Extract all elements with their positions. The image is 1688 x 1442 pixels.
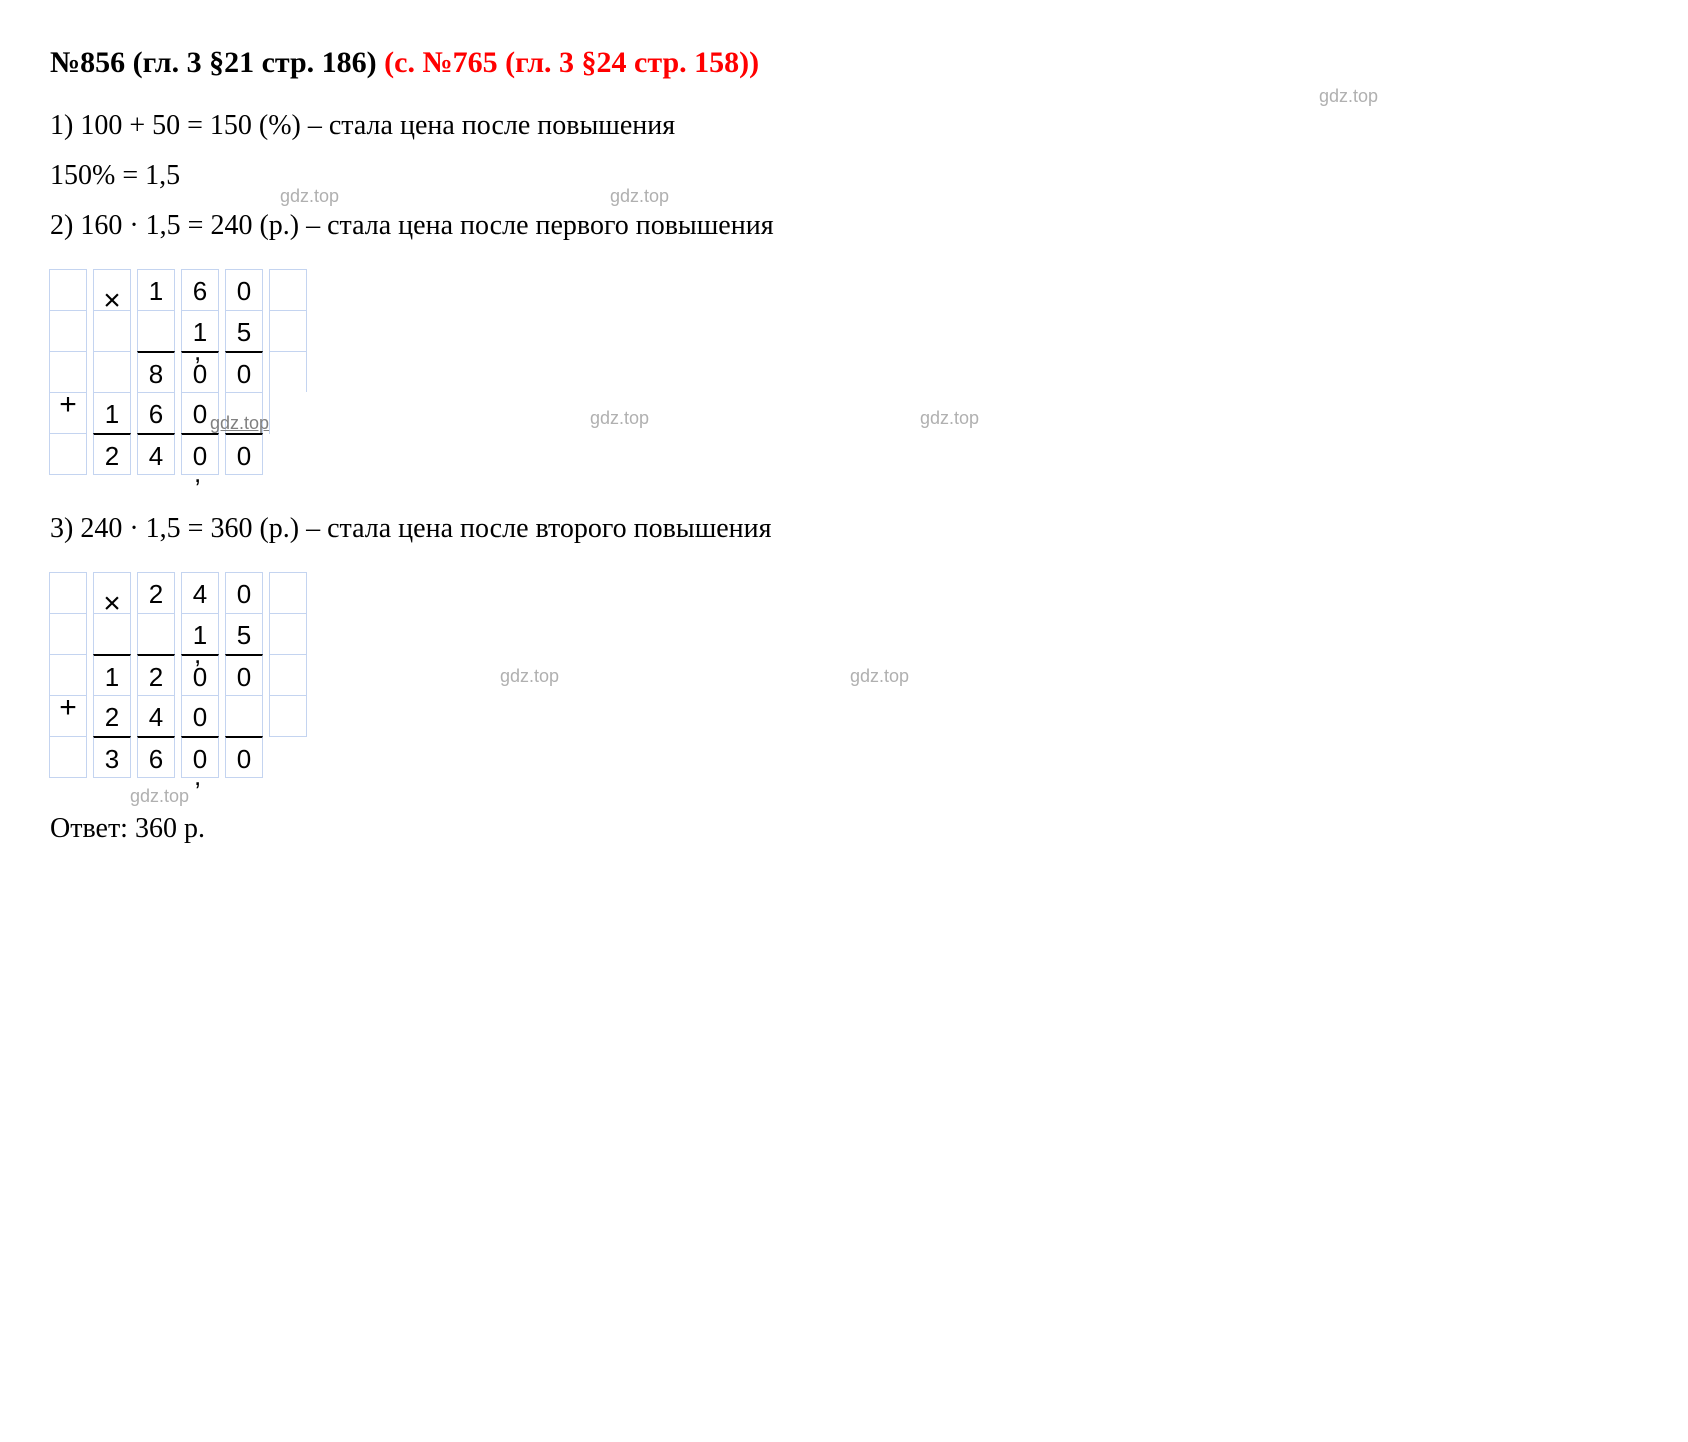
calc1-r1c1 <box>93 310 131 352</box>
calc2-r1c0 <box>49 613 87 655</box>
calc1-r4c1: 2 <box>93 433 131 475</box>
calc1-r3c3: 0 <box>181 392 219 434</box>
calc1-r1c4: 5 <box>225 310 263 352</box>
calc2-r4c4: 0 <box>225 736 263 778</box>
calc1-r0c2: 1 <box>137 269 175 311</box>
calc2-r2c5 <box>269 654 307 696</box>
calc1-r2c1 <box>93 351 131 393</box>
calc2-row-4: 3 6 0 0 <box>50 737 307 778</box>
calc2-r0c3: 4 <box>181 572 219 614</box>
heading-red: (с. №765 (гл. 3 §24 стр. 158)) <box>384 46 759 79</box>
calc1-r3c1: 1 <box>93 392 131 434</box>
calc1-comma-top: , <box>194 332 201 371</box>
calc2-r2c1: 1 <box>93 654 131 696</box>
long-multiplication-2: × 2 4 0 1 5 1 2 0 0 + 2 4 0 <box>50 573 307 778</box>
calc2-r4c0 <box>49 736 87 778</box>
calc1-r4c4: 0 <box>225 433 263 475</box>
calc1-comma-bottom: , <box>194 454 201 493</box>
calc1-r0c0 <box>49 269 87 311</box>
calc2-mult-sign: × <box>93 572 131 614</box>
calc1-r1c2 <box>137 310 175 352</box>
watermark-8: gdz.top <box>850 663 909 690</box>
calc2-r1c2 <box>137 613 175 655</box>
calc2-plus-sign: + <box>49 695 87 737</box>
calc2-r2c4: 0 <box>225 654 263 696</box>
calc1-r2c4: 0 <box>225 351 263 393</box>
calc2-r4c5 <box>269 736 307 778</box>
step-2-line: 2) 160 · 1,5 = 240 (р.) – стала цена пос… <box>50 205 1638 247</box>
percent-text: 150% = 1,5 <box>50 160 180 191</box>
calc2-comma-top: , <box>194 635 201 674</box>
heading-black: №856 (гл. 3 §21 стр. 186) <box>50 46 384 79</box>
calc1-mult-sign: × <box>93 269 131 311</box>
calc2-r4c1: 3 <box>93 736 131 778</box>
calc1-r3c5 <box>269 392 307 434</box>
calc1-r2c0 <box>49 351 87 393</box>
watermark-9: gdz.top <box>130 783 189 810</box>
calc1-r4c0 <box>49 433 87 475</box>
calc2-r2c0 <box>49 654 87 696</box>
watermark-5: gdz.top <box>590 405 649 432</box>
calc1-r2c5 <box>269 351 307 393</box>
watermark-7: gdz.top <box>500 663 559 690</box>
watermark-6: gdz.top <box>920 405 979 432</box>
calc1-r0c3: 6 <box>181 269 219 311</box>
calc1-r0c5 <box>269 269 307 311</box>
step-3-text: 3) 240 · 1,5 = 360 (р.) – стала цена пос… <box>50 513 772 544</box>
watermark-1: gdz.top <box>1319 83 1378 110</box>
calc1-r4c5 <box>269 433 307 475</box>
long-multiplication-1: × 1 6 0 1 5 8 0 0 + 1 6 0 <box>50 270 307 475</box>
calc1-r0c4: 0 <box>225 269 263 311</box>
calc2-grid: × 2 4 0 1 5 1 2 0 0 + 2 4 0 <box>50 573 307 778</box>
calc1-r4c2: 4 <box>137 433 175 475</box>
calc1-r3c4 <box>225 392 263 434</box>
calc1-r2c2: 8 <box>137 351 175 393</box>
answer-text: Ответ: 360 р. <box>50 813 205 844</box>
calc1-row-4: 2 4 0 0 <box>50 434 307 475</box>
calc2-r3c1: 2 <box>93 695 131 737</box>
percent-conversion: 150% = 1,5 <box>50 155 1638 197</box>
calc2-r2c2: 2 <box>137 654 175 696</box>
calc1-plus-sign: + <box>49 392 87 434</box>
calc2-r0c5 <box>269 572 307 614</box>
calc2-r0c0 <box>49 572 87 614</box>
answer-line: Ответ: 360 р. <box>50 808 1638 850</box>
calc2-r3c5 <box>269 695 307 737</box>
calc2-r0c4: 0 <box>225 572 263 614</box>
problem-heading: №856 (гл. 3 §21 стр. 186) (с. №765 (гл. … <box>50 40 1638 85</box>
calc1-r1c5 <box>269 310 307 352</box>
calc2-r1c5 <box>269 613 307 655</box>
calc2-r1c4: 5 <box>225 613 263 655</box>
calc1-grid: × 1 6 0 1 5 8 0 0 + 1 6 0 <box>50 270 307 475</box>
step-1-text: 1) 100 + 50 = 150 (%) – стала цена после… <box>50 110 675 141</box>
calc2-r4c2: 6 <box>137 736 175 778</box>
calc2-r3c2: 4 <box>137 695 175 737</box>
calc2-r3c3: 0 <box>181 695 219 737</box>
calc1-r3c2: 6 <box>137 392 175 434</box>
calc2-comma-bottom: , <box>194 757 201 796</box>
calc2-r0c2: 2 <box>137 572 175 614</box>
step-1-line: 1) 100 + 50 = 150 (%) – стала цена после… <box>50 105 1638 147</box>
calc2-r1c1 <box>93 613 131 655</box>
calc2-r3c4 <box>225 695 263 737</box>
calc1-r1c0 <box>49 310 87 352</box>
step-3-line: 3) 240 · 1,5 = 360 (р.) – стала цена пос… <box>50 508 1638 550</box>
step-2-text: 2) 160 · 1,5 = 240 (р.) – стала цена пос… <box>50 210 774 241</box>
